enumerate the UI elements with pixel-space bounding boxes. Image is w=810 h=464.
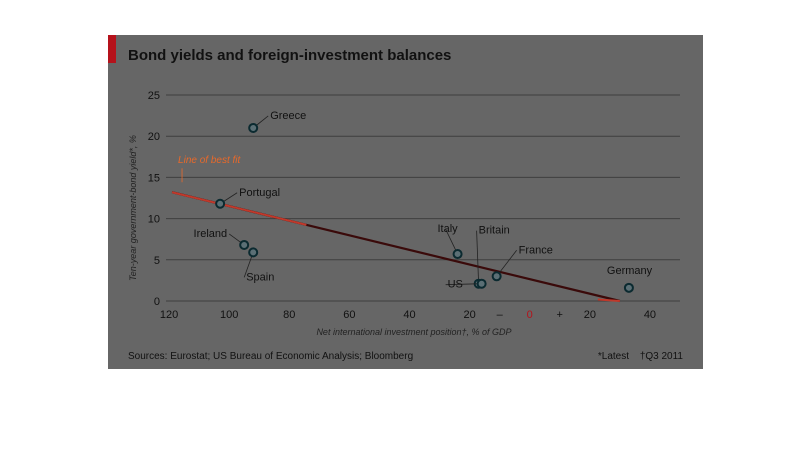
y-tick-labels: 0 5 10 15 20 25 (148, 90, 160, 308)
x-zero-tick: 0 (527, 309, 533, 321)
data-points: Greece Portugal Ireland Spain Italy Britain US… (194, 110, 653, 293)
point-us (476, 278, 487, 289)
point-label-greece: Greece (270, 110, 306, 122)
point-greece (248, 122, 259, 133)
x-tick-label: 60 (343, 309, 355, 321)
chart-panel: Bond yields and foreign-investment balan… (108, 35, 703, 369)
best-fit-label: Line of best fit (178, 155, 241, 166)
footnote-latest: *Latest (597, 351, 630, 362)
point-france (491, 271, 502, 282)
best-fit-line-highlight (171, 191, 307, 226)
x-tick-label: 80 (283, 309, 295, 321)
y-tick-label: 0 (154, 296, 160, 308)
point-ireland (239, 239, 250, 250)
chart-title: Bond yields and foreign-investment balan… (128, 47, 452, 64)
leader-us (445, 283, 482, 286)
leader-britain (476, 230, 480, 284)
footnotes: *Latest †Q3 2011 (590, 351, 683, 362)
y-axis-title: Ten-year government-bond yield*, % (128, 135, 138, 281)
x-tick-label: 20 (584, 309, 596, 321)
x-tick-label: 40 (644, 309, 656, 321)
x-tick-label: 40 (403, 309, 415, 321)
point-label-italy: Italy (437, 223, 458, 235)
point-italy (452, 249, 463, 260)
point-label-spain: Spain (246, 271, 274, 283)
x-tick-label: 120 (160, 309, 178, 321)
brand-accent-bar (108, 35, 116, 63)
y-tick-label: 10 (148, 214, 160, 226)
y-tick-label: 15 (148, 172, 160, 184)
footnote-q3: †Q3 2011 (639, 351, 683, 362)
x-axis-title: Net international investment position†, … (316, 327, 511, 337)
gridlines (166, 94, 680, 302)
leader-france (496, 250, 517, 277)
x-minus-sign: – (497, 309, 504, 321)
point-label-britain: Britain (479, 225, 510, 237)
best-fit-line-tail (597, 298, 620, 302)
point-label-portugal: Portugal (239, 187, 280, 199)
y-tick-label: 20 (148, 131, 160, 143)
point-portugal (215, 198, 226, 209)
sources-note: Sources: Eurostat; US Bureau of Economic… (128, 351, 414, 362)
point-germany (623, 282, 634, 293)
x-tick-label: 100 (220, 309, 238, 321)
point-label-ireland: Ireland (194, 228, 228, 240)
point-label-germany: Germany (607, 265, 653, 277)
scatter-chart: 0 5 10 15 20 25 120 100 80 60 40 20 20 40 – 0 + Line of… (128, 90, 680, 337)
x-tick-label: 20 (463, 309, 475, 321)
x-plus-sign: + (557, 309, 563, 321)
y-tick-label: 5 (154, 255, 160, 267)
y-tick-label: 25 (148, 90, 160, 102)
point-label-france: France (519, 244, 553, 256)
best-fit-line-group: Line of best fit (171, 155, 621, 303)
point-spain (248, 247, 259, 258)
point-label-us: US (448, 279, 463, 291)
x-tick-labels: 120 100 80 60 40 20 20 40 – 0 + (160, 309, 656, 321)
